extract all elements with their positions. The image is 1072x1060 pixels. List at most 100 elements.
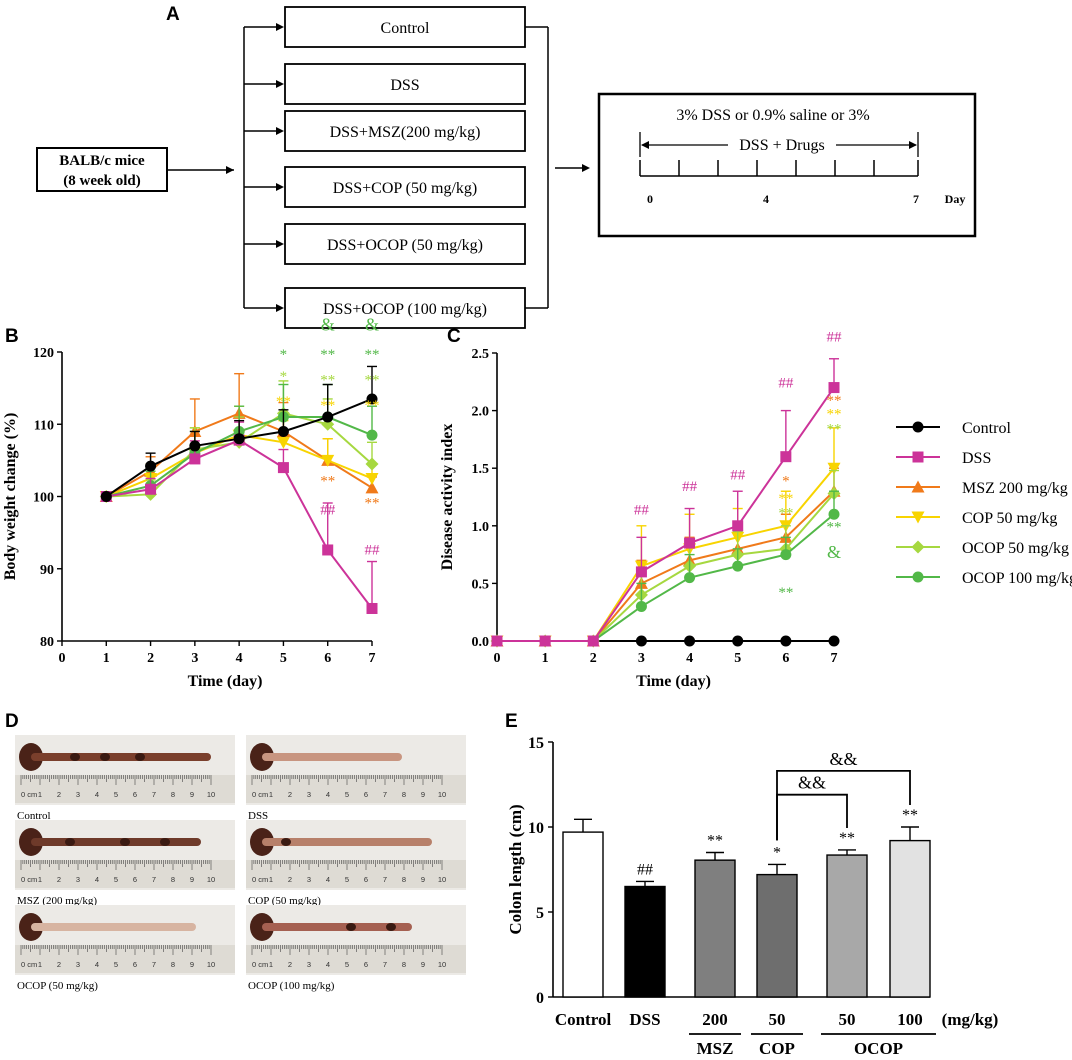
timeline-label-0: 0 — [647, 192, 653, 206]
comparison-bracket: && — [776, 749, 911, 841]
ruler-number: 6 — [133, 790, 137, 799]
x-tick-label: 1 — [542, 651, 549, 666]
data-point — [189, 453, 201, 465]
data-point — [322, 411, 334, 423]
ruler-number: 6 — [364, 960, 368, 969]
legend-label: OCOP 50 mg/kg — [962, 540, 1069, 557]
bar-group: ## DSS — [624, 861, 666, 1029]
ruler-number: 1 — [38, 960, 42, 969]
group-label: DSS — [390, 77, 419, 94]
ruler-number: 3 — [307, 875, 311, 884]
chart-c-disease-activity: 0 1 2 3 4 5 6 7 0.0 0.5 1.0 1.5 2.0 2.5 Time (day) Dise… — [439, 329, 842, 690]
ruler-number: 9 — [421, 960, 425, 969]
group-label: MSZ — [697, 1039, 734, 1058]
ruler-number: 6 — [364, 875, 368, 884]
panel-d-letter: D — [5, 711, 19, 732]
colon-photo: 0 cm 1 2 3 4 5 6 7 8 9 10 OCOP (50 mg/kg) — [15, 905, 235, 992]
category-label: Control — [555, 1010, 612, 1029]
data-point — [827, 462, 841, 475]
y-axis-title: Colon length (cm) — [506, 804, 525, 934]
ruler-number: 3 — [76, 960, 80, 969]
ruler-number: 2 — [57, 960, 61, 969]
bar-significance: ## — [637, 861, 653, 878]
data-point — [277, 462, 289, 474]
timeline-label-4: 4 — [763, 192, 769, 206]
x-tick-label: 0 — [59, 651, 66, 666]
ruler-number: 8 — [171, 790, 175, 799]
data-point — [366, 602, 378, 614]
ruler-number: 0 cm — [252, 875, 268, 884]
significance-mark: * — [782, 473, 790, 489]
ruler-number: 5 — [345, 875, 349, 884]
ruler-number: 4 — [95, 790, 99, 799]
chart-e-colon-length: 0 5 10 15 Colon length (cm) Control ## DSS ** 200… — [506, 735, 998, 1058]
photo-label: OCOP (100 mg/kg) — [248, 980, 335, 992]
series-line — [497, 513, 835, 642]
panel-b-letter: B — [5, 326, 19, 347]
ruler-number: 6 — [133, 875, 137, 884]
ruler-number: 3 — [307, 790, 311, 799]
group-label: DSS+OCOP (100 mg/kg) — [323, 301, 487, 318]
series-control — [100, 365, 378, 502]
x-tick-label: 4 — [236, 651, 243, 666]
series-line — [497, 386, 835, 642]
fecal-pellet — [65, 838, 75, 846]
data-point — [635, 635, 647, 647]
significance-mark: & — [321, 314, 335, 334]
group-label: DSS+OCOP (50 mg/kg) — [327, 237, 483, 254]
ruler-number: 8 — [171, 875, 175, 884]
group-label: COP — [759, 1039, 795, 1058]
mice-source-box: BALB/c mice (8 week old) — [36, 147, 168, 192]
group-box — [284, 223, 526, 265]
data-point — [277, 425, 289, 437]
mice-source-line2: (8 week old) — [63, 173, 141, 189]
ruler-number: 10 — [438, 960, 446, 969]
y-tick-label: 0.0 — [472, 635, 490, 650]
significance-mark: ** — [778, 506, 793, 522]
group-label: OCOP — [854, 1039, 903, 1058]
x-tick-label: 6 — [324, 651, 331, 666]
data-point — [321, 454, 335, 467]
y-tick-label: 1.0 — [472, 520, 490, 535]
category-label: DSS — [629, 1010, 660, 1029]
significance-mark: ** — [365, 373, 380, 389]
bar — [889, 839, 931, 998]
ruler-number: 4 — [326, 790, 330, 799]
bar — [826, 854, 868, 998]
y-tick-label: 5 — [536, 905, 544, 922]
bar-group: ** 50 — [826, 830, 868, 1029]
fecal-pellet — [120, 838, 130, 846]
y-axis-title: Disease activity index — [439, 424, 456, 571]
legend-marker — [911, 511, 925, 524]
ruler-number: 10 — [207, 960, 215, 969]
ruler-number: 7 — [152, 875, 156, 884]
ruler-number: 6 — [133, 960, 137, 969]
y-tick-label: 10 — [528, 820, 544, 837]
x-axis-title: Time (day) — [636, 673, 711, 690]
colon-photo: 0 cm 1 2 3 4 5 6 7 8 9 10 COP (50 mg/kg) — [246, 820, 466, 907]
significance-mark: ** — [320, 398, 335, 414]
ruler-number: 4 — [95, 875, 99, 884]
colon-photo: 0 cm 1 2 3 4 5 6 7 8 9 10 OCOP (100 mg/kg) — [246, 905, 466, 992]
ruler-number: 9 — [190, 790, 194, 799]
significance-mark: ## — [827, 329, 843, 345]
x-tick-label: 3 — [191, 651, 198, 666]
fecal-pellet — [70, 753, 80, 761]
ruler-number: 9 — [421, 790, 425, 799]
bar — [694, 859, 736, 998]
significance-mark: ** — [365, 398, 380, 414]
legend-marker — [911, 540, 925, 554]
ruler-number: 7 — [383, 960, 387, 969]
bracket-line — [776, 770, 911, 841]
ruler — [15, 860, 235, 888]
legend-item: Control — [896, 420, 1011, 437]
data-point — [732, 560, 744, 572]
data-point — [365, 472, 379, 485]
ruler-number: 9 — [190, 875, 194, 884]
significance-mark: ## — [682, 479, 698, 495]
x-tick-label: 5 — [280, 651, 287, 666]
photo-label: MSZ (200 mg/kg) — [17, 895, 97, 907]
ruler-number: 2 — [288, 790, 292, 799]
legend-marker — [912, 451, 924, 463]
ruler-number: 2 — [288, 960, 292, 969]
